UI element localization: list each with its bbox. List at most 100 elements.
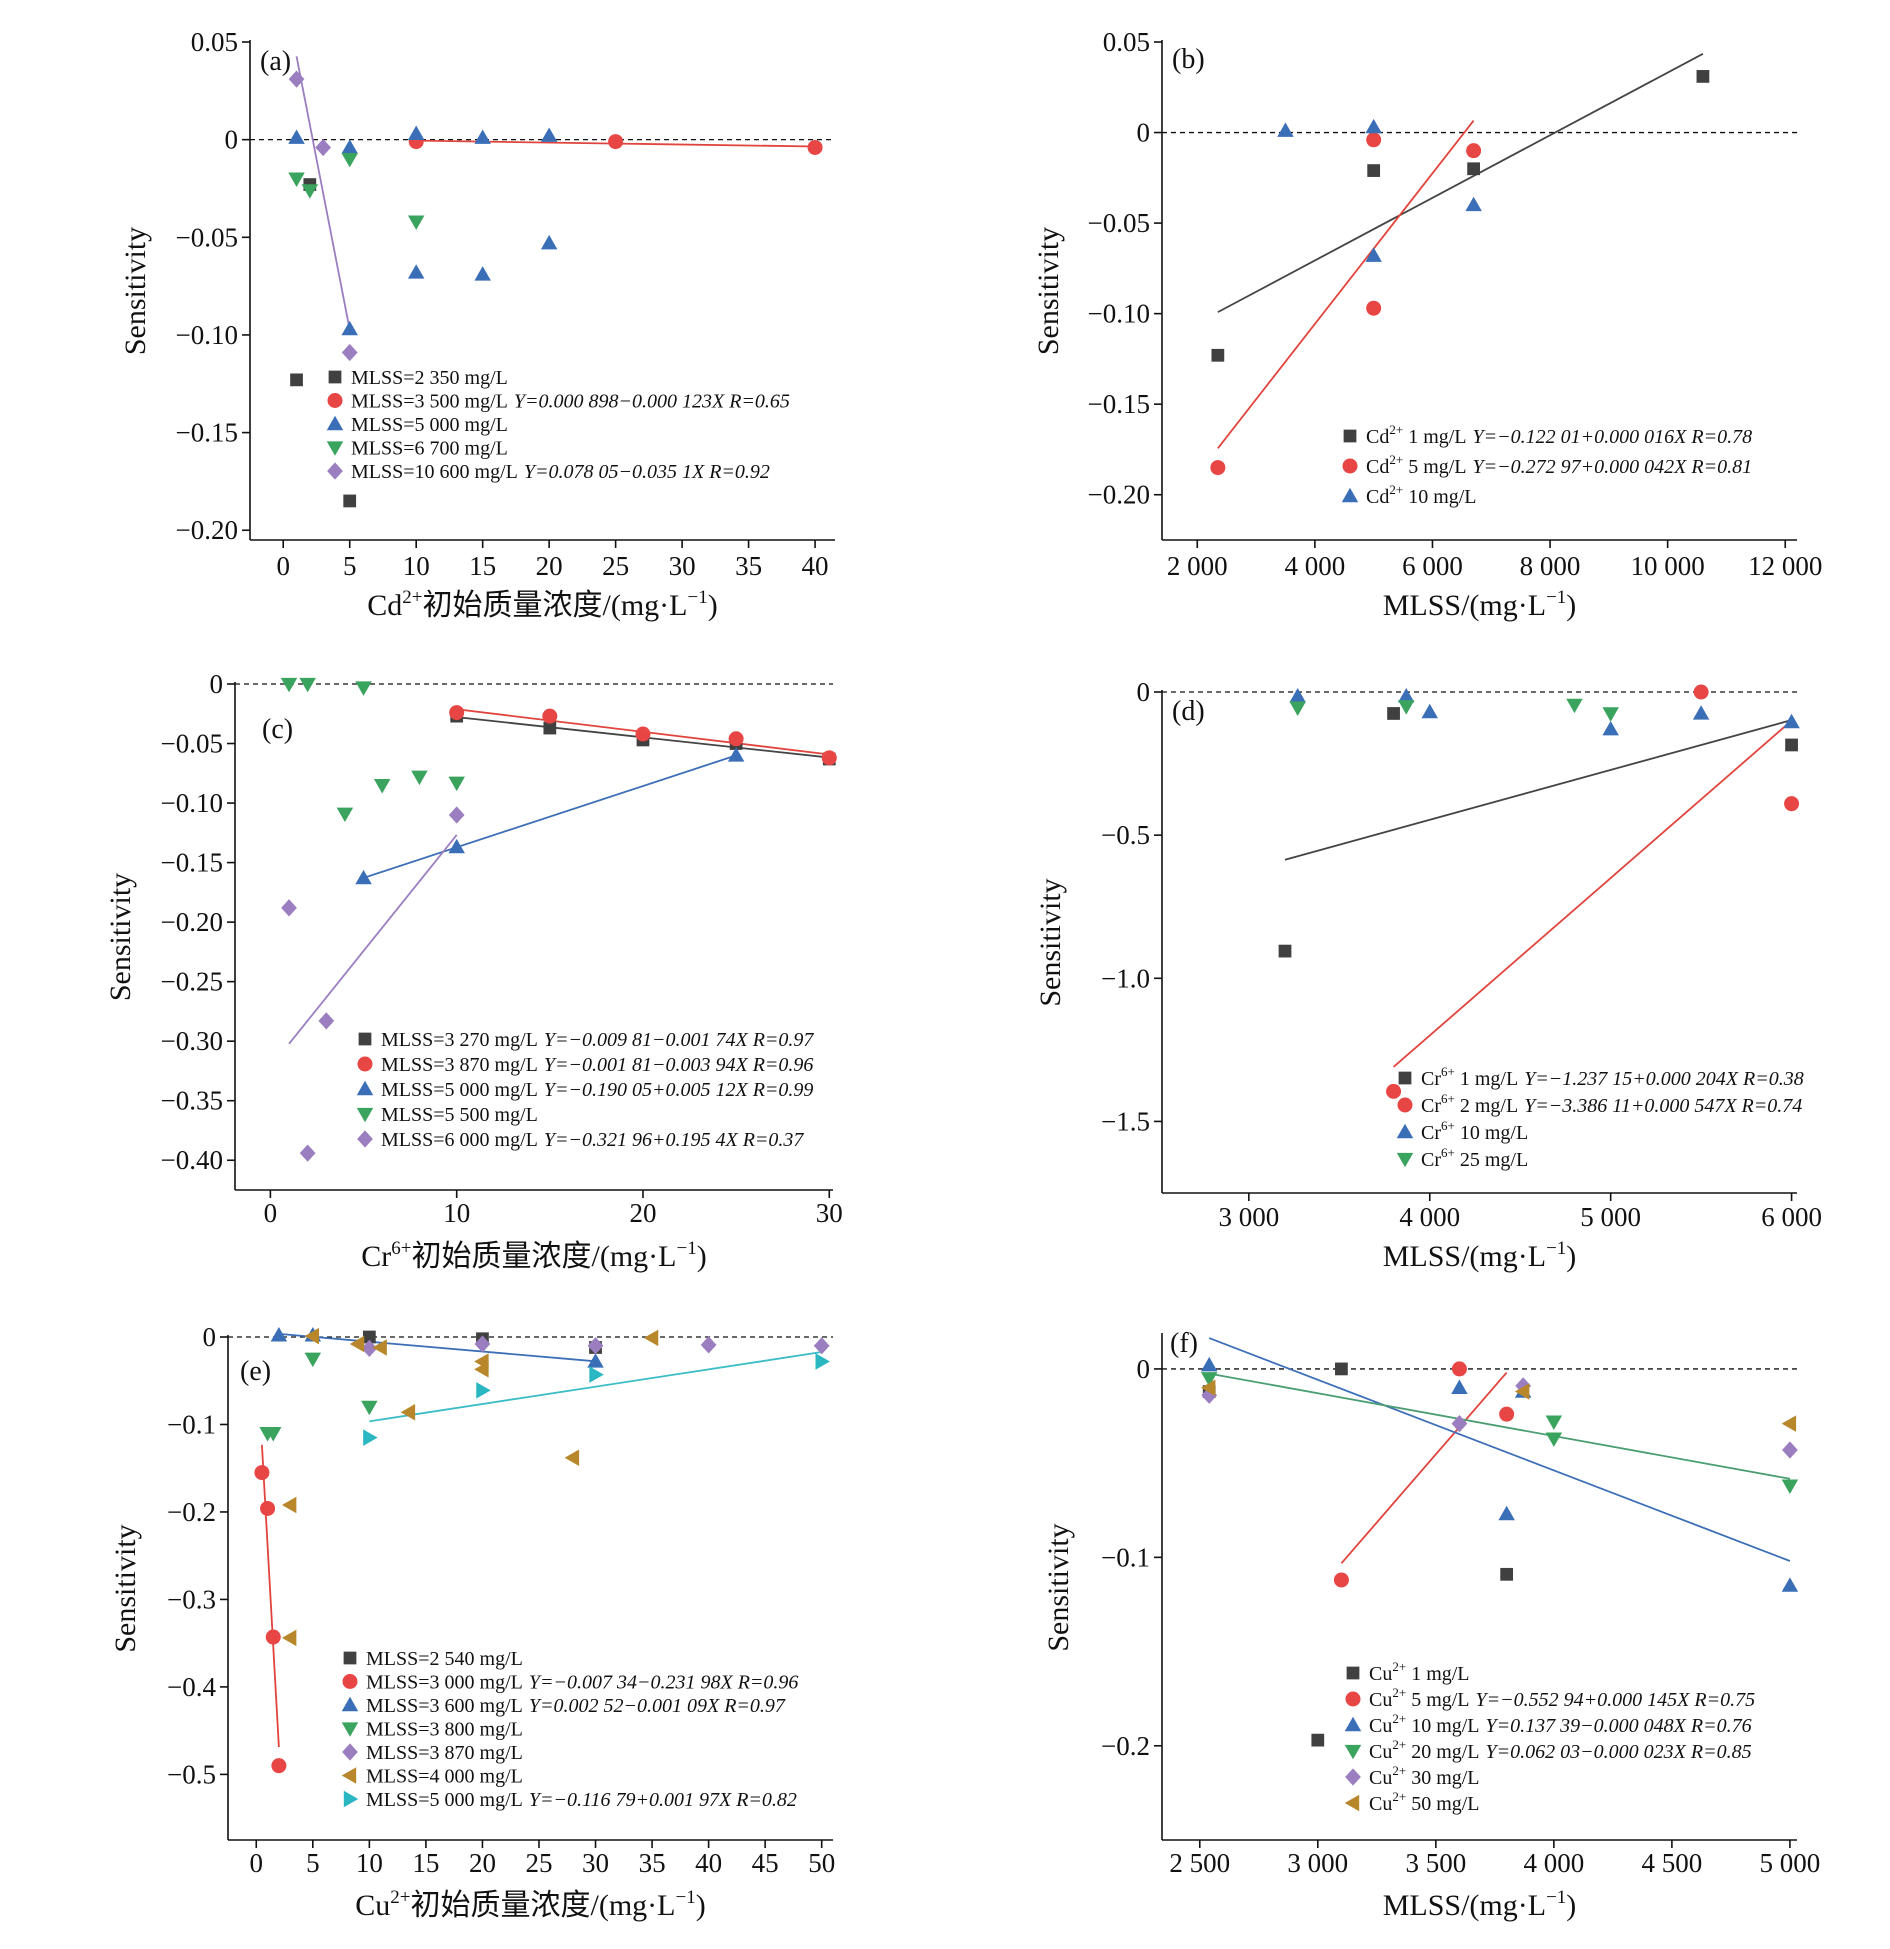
y-tick-label: 0 [225,125,239,155]
legend-label: MLSS=2 540 mg/L [366,1648,523,1670]
fit-line-series-2 [1217,120,1475,449]
legend-entry-6: MLSS=4 000 mg/L [366,1766,523,1788]
data-point-series-1 [1467,162,1480,176]
legend-entry-3: MLSS=5 000 mg/L [351,414,508,436]
legend-ion: Cu [1369,1663,1392,1685]
data-point-series-1 [1500,1567,1514,1581]
data-point-series-3 [288,129,305,144]
x-axis-label-text: 初始质量浓度/(mg·L [423,589,688,622]
x-axis-label: Cr6+初始质量浓度/(mg·L−1) [361,1238,706,1273]
legend-label: 30 mg/L [1406,1767,1479,1789]
x-tick-label: 20 [629,1198,656,1228]
x-axis-label-text: MLSS/(mg·L [1383,589,1546,622]
legend-entry-1: MLSS=2 540 mg/L [366,1648,523,1670]
chart-panel-a: 0.05 0 −0.05 −0.10 −0.15 −0.20 0 5 10 15 20 25 30 35 4… [119,27,835,622]
data-point-series-3 [407,125,425,140]
data-point-series-7 [363,1429,378,1446]
data-point-series-6 [281,1496,297,1514]
data-point-series-5 [448,806,465,824]
legend-label: 5 mg/L [1406,1689,1469,1711]
data-point-series-3 [1289,688,1306,703]
legend-label: MLSS=5 000 mg/L [366,1789,523,1811]
x-tick-label: 35 [639,1848,666,1878]
data-point-series-3 [341,320,358,336]
data-point-series-3 [727,747,745,762]
y-axis-label: Sensitivity [109,1524,142,1652]
x-tick-label: 5 [343,551,357,581]
legend-label: MLSS=3 000 mg/L [366,1672,523,1694]
data-point-series-3 [270,1327,288,1342]
legend-entry-1: Cd2+ 1 mg/L Y=−0.122 01+0.000 016X R=0.78 [1366,422,1752,448]
chart-panel-b: 0.05 0 −0.05 −0.10 −0.15 −0.20 2 000 4 000 6 000… [1032,27,1822,622]
x-axis-label-end: ) [708,589,718,622]
legend-marker-3 [356,1080,374,1096]
x-axis-label-ion: Cu [355,1889,390,1922]
data-point-series-1 [1335,1362,1348,1376]
data-point-series-6 [1781,1415,1797,1432]
data-point-series-5 [299,1144,316,1162]
x-tick-label: 10 [403,551,430,581]
legend-marker-2 [1397,1097,1413,1113]
data-point-series-4 [411,770,428,786]
legend-ion: Cr [1421,1068,1441,1090]
y-tick-label: 0 [1137,677,1151,707]
x-axis-label-exponent: −1 [676,1238,696,1259]
y-tick-label: −0.30 [161,1026,223,1056]
legend-entry-2: Cd2+ 5 mg/L Y=−0.272 97+0.000 042X R=0.81 [1366,452,1752,478]
legend-equation: Y=−0.190 05+0.005 12X R=0.99 [544,1079,814,1101]
data-point-series-3 [1397,688,1415,703]
x-tick-label: 20 [469,1848,496,1878]
legend-entry-4: MLSS=5 500 mg/L [381,1104,538,1126]
legend-entry-6: Cu2+ 50 mg/L [1369,1789,1480,1815]
legend-label: MLSS=3 800 mg/L [366,1719,523,1741]
legend-label: 10 mg/L [1403,486,1476,508]
y-tick-label: −0.5 [167,1759,216,1789]
data-point-series-4 [361,1400,378,1416]
data-point-series-4 [1289,701,1306,716]
legend-equation: Y=−3.386 11+0.000 547X R=0.74 [1524,1095,1802,1117]
legend-entry-1: Cu2+ 1 mg/L [1369,1659,1470,1685]
data-point-series-2 [260,1500,276,1516]
legend-marker-7 [343,1790,359,1808]
x-tick-label: 4 000 [1399,1202,1460,1232]
legend-marker-1 [1343,429,1357,443]
legend-ion: Cd [1366,426,1389,448]
data-point-series-3 [1781,1577,1799,1592]
y-tick-label: −0.10 [176,320,238,350]
data-point-series-4 [407,215,425,230]
legend-marker-4 [356,1107,374,1123]
y-tick-label: −0.25 [161,967,223,997]
data-point-series-5 [1782,1441,1798,1459]
y-tick-label: 0 [210,669,224,699]
legend-equation: Y=0.137 39−0.000 048X R=0.76 [1486,1715,1752,1737]
legend-equation: Y=−0.552 94+0.000 145X R=0.75 [1476,1689,1756,1711]
legend-entry-3: Cd2+ 10 mg/L [1366,482,1477,508]
x-tick-label: 4 000 [1284,551,1345,581]
data-point-series-1 [1785,738,1798,752]
data-point-series-2 [449,705,465,721]
x-axis-label-end: ) [1566,1889,1576,1922]
y-tick-label: −0.05 [161,729,223,759]
legend-marker-6 [1344,1794,1360,1812]
legend-label: MLSS=5 000 mg/L [381,1079,538,1101]
legend-entry-4: Cr6+ 25 mg/L [1421,1145,1528,1171]
x-axis-label-ion: Cr [361,1240,391,1273]
x-tick-label: 0 [264,1198,278,1228]
legend-marker-4 [1396,1152,1414,1168]
data-point-series-2 [1451,1361,1467,1377]
data-point-series-6 [281,1629,297,1647]
data-point-series-2 [635,726,651,742]
y-tick-label: −0.3 [167,1584,216,1614]
data-point-series-5 [341,343,358,362]
legend-label: MLSS=3 870 mg/L [366,1742,523,1764]
y-tick-label: 0.05 [1103,27,1150,57]
y-tick-label: −0.05 [176,222,238,252]
x-axis-label-text: MLSS/(mg·L [1383,1889,1546,1922]
x-tick-label: 4 500 [1642,1848,1703,1878]
data-point-series-4 [1566,698,1583,714]
legend-ion: Cr [1421,1122,1441,1144]
x-tick-label: 3 500 [1405,1848,1466,1878]
y-tick-label: −0.15 [161,848,223,878]
legend-entry-7: MLSS=5 000 mg/L Y=−0.116 79+0.001 97X R=0… [366,1789,797,1811]
legend-label: MLSS=6 000 mg/L [381,1129,538,1151]
